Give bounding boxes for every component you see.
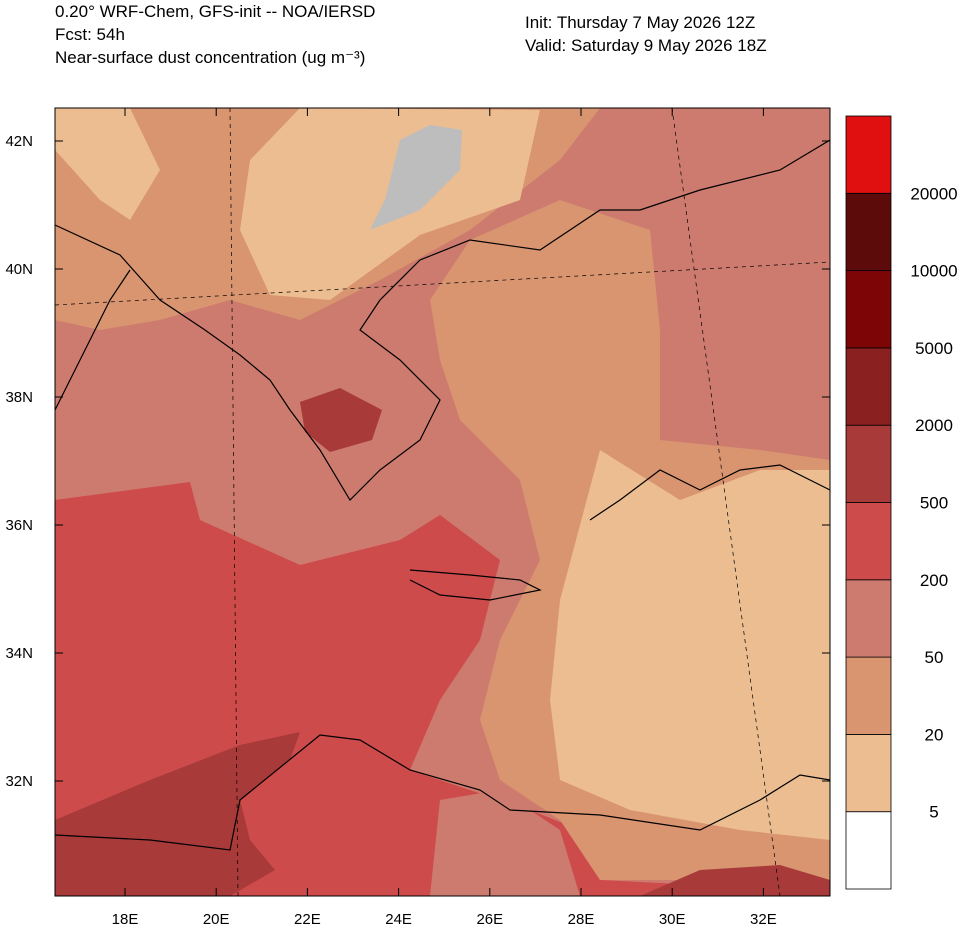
lat-label: 36N (5, 517, 33, 534)
lon-label: 18E (112, 911, 139, 928)
colorbar-box (845, 579, 892, 658)
lon-label: 28E (568, 911, 595, 928)
lon-label: 20E (203, 911, 230, 928)
lat-label: 38N (5, 389, 33, 406)
no-data (370, 125, 462, 230)
colorbar-box (845, 115, 892, 194)
header-line: Init: Thursday 7 May 2026 12Z (525, 13, 755, 32)
lon-label: 24E (385, 911, 412, 928)
colorbar-label: 200 (920, 571, 948, 590)
lon-label: 22E (294, 911, 321, 928)
map (55, 108, 830, 896)
colorbar-box (845, 502, 892, 581)
colorbar-box (845, 192, 892, 272)
colorbar-label: 50 (925, 648, 944, 667)
header-line: Fcst: 54h (55, 25, 125, 44)
field (550, 450, 830, 840)
lat-label: 32N (5, 773, 33, 790)
colorbar-box (845, 270, 892, 349)
lat-label: 40N (5, 261, 33, 278)
field (55, 732, 300, 896)
colorbar-label: 10000 (910, 262, 957, 281)
colorbar-label: 5000 (915, 339, 953, 358)
colorbar-label: 5 (929, 803, 938, 822)
colorbar-box (845, 734, 892, 813)
header-line: 0.20° WRF-Chem, GFS-init -- NOA/IERSD (55, 2, 375, 21)
map-frame (54, 107, 831, 897)
field (55, 108, 160, 220)
colorbar-label: 500 (920, 494, 948, 513)
colorbar-label: 20 (925, 725, 944, 744)
lon-label: 30E (659, 911, 686, 928)
colorbar-label: 20000 (910, 184, 957, 203)
lon-label: 32E (750, 911, 777, 928)
lat-label: 42N (5, 133, 33, 150)
colorbar-box (845, 424, 892, 503)
graticule (55, 108, 830, 896)
field (300, 388, 382, 452)
lat-label: 34N (5, 645, 33, 662)
colorbar-box (845, 656, 892, 735)
colorbar-box (845, 811, 892, 890)
colorbar-box (845, 347, 892, 426)
lon-label: 26E (476, 911, 503, 928)
header-line: Valid: Saturday 9 May 2026 18Z (525, 36, 767, 55)
field (430, 790, 580, 896)
colorbar-label: 2000 (915, 416, 953, 435)
field (640, 865, 830, 896)
coastline (55, 139, 830, 851)
header-line: Near-surface dust concentration (ug m⁻³) (55, 48, 365, 67)
